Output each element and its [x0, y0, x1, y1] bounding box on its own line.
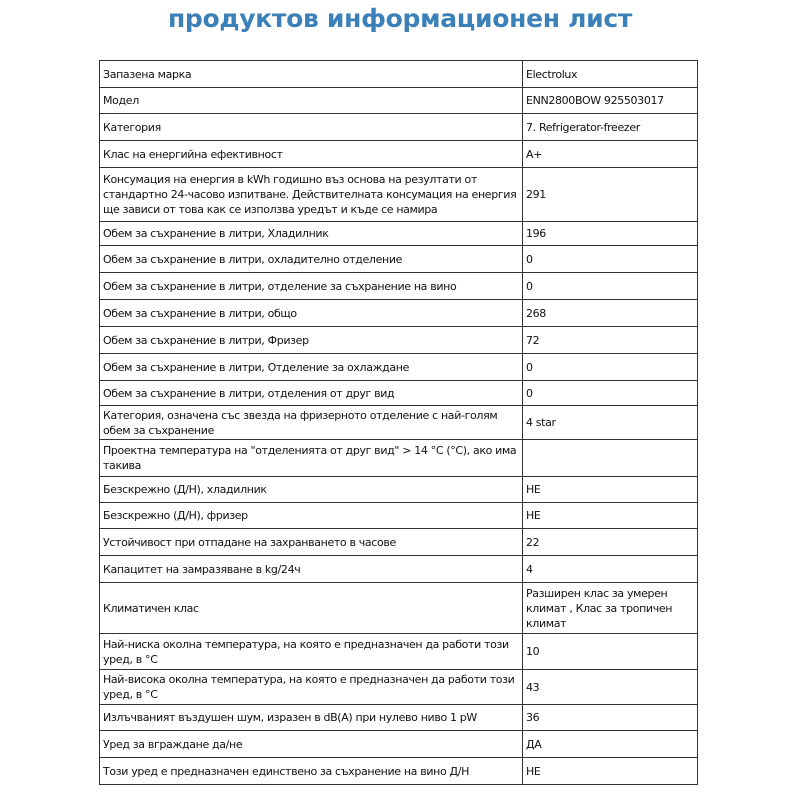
row-value: ENN2800BOW 925503017 [522, 87, 698, 114]
table-row: Безскрежно (Д/Н), хладилник НЕ [99, 476, 698, 503]
row-value [522, 439, 698, 477]
table-row: Уред за вграждане да/не ДА [99, 730, 698, 758]
row-value: 22 [522, 528, 698, 556]
row-value: 0 [522, 353, 698, 381]
row-label: Обем за съхранение в литри, отделение за… [99, 272, 523, 300]
table-row: Капацитет на замразяване в kg/24ч 4 [99, 555, 698, 583]
product-info-table: Запазена марка Electrolux Модел ENN2800BOW … [99, 60, 698, 785]
row-label: Проектна температура на "отделенията от … [99, 439, 523, 477]
row-value: 7. Refrigerator-freezer [522, 113, 698, 141]
table-row: Най-ниска околна температура, на която е… [99, 633, 698, 670]
row-value: 72 [522, 326, 698, 354]
row-value: Electrolux [522, 60, 698, 88]
row-value: 36 [522, 704, 698, 731]
table-row: Обем за съхранение в литри, отделение за… [99, 272, 698, 300]
row-value: 291 [522, 167, 698, 222]
table-row: Обем за съхранение в литри, Отделение за… [99, 353, 698, 381]
row-value: 10 [522, 633, 698, 670]
row-label: Капацитет на замразяване в kg/24ч [99, 555, 523, 583]
row-value: 4 [522, 555, 698, 583]
row-value: НЕ [522, 757, 698, 785]
row-value: 0 [522, 380, 698, 406]
table-row: Обем за съхранение в литри, отделения от… [99, 380, 698, 406]
row-label: Категория [99, 113, 523, 141]
table-row: Запазена марка Electrolux [99, 60, 698, 88]
table-row: Най-висока околна температура, на която … [99, 669, 698, 705]
row-value: 196 [522, 221, 698, 246]
row-label: Модел [99, 87, 523, 114]
row-value: НЕ [522, 502, 698, 529]
row-label: Най-ниска околна температура, на която е… [99, 633, 523, 670]
row-value: Разширен клас за умерен климат , Клас за… [522, 582, 698, 634]
row-value: 268 [522, 299, 698, 327]
row-label: Обем за съхранение в литри, Отделение за… [99, 353, 523, 381]
table-row: Обем за съхранение в литри, охладително … [99, 245, 698, 273]
table-row: Безскрежно (Д/Н), фризер НЕ [99, 502, 698, 529]
row-label: Излъчваният въздушен шум, изразен в dB(A… [99, 704, 523, 731]
row-value: 4 star [522, 405, 698, 440]
row-label: Клас на енергийна ефективност [99, 140, 523, 168]
table-row: Излъчваният въздушен шум, изразен в dB(A… [99, 704, 698, 731]
row-value: A+ [522, 140, 698, 168]
row-label: Консумация на енергия в kWh годишно въз … [99, 167, 523, 222]
row-label: Обем за съхранение в литри, охладително … [99, 245, 523, 273]
table-row: Устойчивост при отпадане на захранването… [99, 528, 698, 556]
table-row: Обем за съхранение в литри, Фризер 72 [99, 326, 698, 354]
row-label: Обем за съхранение в литри, отделения от… [99, 380, 523, 406]
table-row: Климатичен клас Разширен клас за умерен к… [99, 582, 698, 634]
row-label: Устойчивост при отпадане на захранването… [99, 528, 523, 556]
row-label: Категория, означена със звезда на фризер… [99, 405, 523, 440]
table-row: Модел ENN2800BOW 925503017 [99, 87, 698, 114]
table-row: Проектна температура на "отделенията от … [99, 439, 698, 477]
row-value: НЕ [522, 476, 698, 503]
table-row: Категория, означена със звезда на фризер… [99, 405, 698, 440]
table-row: Този уред е предназначен единствено за с… [99, 757, 698, 785]
row-value: 0 [522, 245, 698, 273]
row-value: ДА [522, 730, 698, 758]
row-label: Този уред е предназначен единствено за с… [99, 757, 523, 785]
row-label: Обем за съхранение в литри, Хладилник [99, 221, 523, 246]
row-label: Най-висока околна температура, на която … [99, 669, 523, 705]
page-title: продуктов информационен лист [167, 4, 633, 33]
table-row: Категория 7. Refrigerator-freezer [99, 113, 698, 141]
table-row: Клас на енергийна ефективност A+ [99, 140, 698, 168]
table-row: Обем за съхранение в литри, Хладилник 196 [99, 221, 698, 246]
row-value: 0 [522, 272, 698, 300]
row-label: Безскрежно (Д/Н), фризер [99, 502, 523, 529]
row-label: Климатичен клас [99, 582, 523, 634]
row-label: Уред за вграждане да/не [99, 730, 523, 758]
row-label: Обем за съхранение в литри, Фризер [99, 326, 523, 354]
row-value: 43 [522, 669, 698, 705]
table-row: Консумация на енергия в kWh годишно въз … [99, 167, 698, 222]
row-label: Безскрежно (Д/Н), хладилник [99, 476, 523, 503]
row-label: Обем за съхранение в литри, общо [99, 299, 523, 327]
table-row: Обем за съхранение в литри, общо 268 [99, 299, 698, 327]
row-label: Запазена марка [99, 60, 523, 88]
